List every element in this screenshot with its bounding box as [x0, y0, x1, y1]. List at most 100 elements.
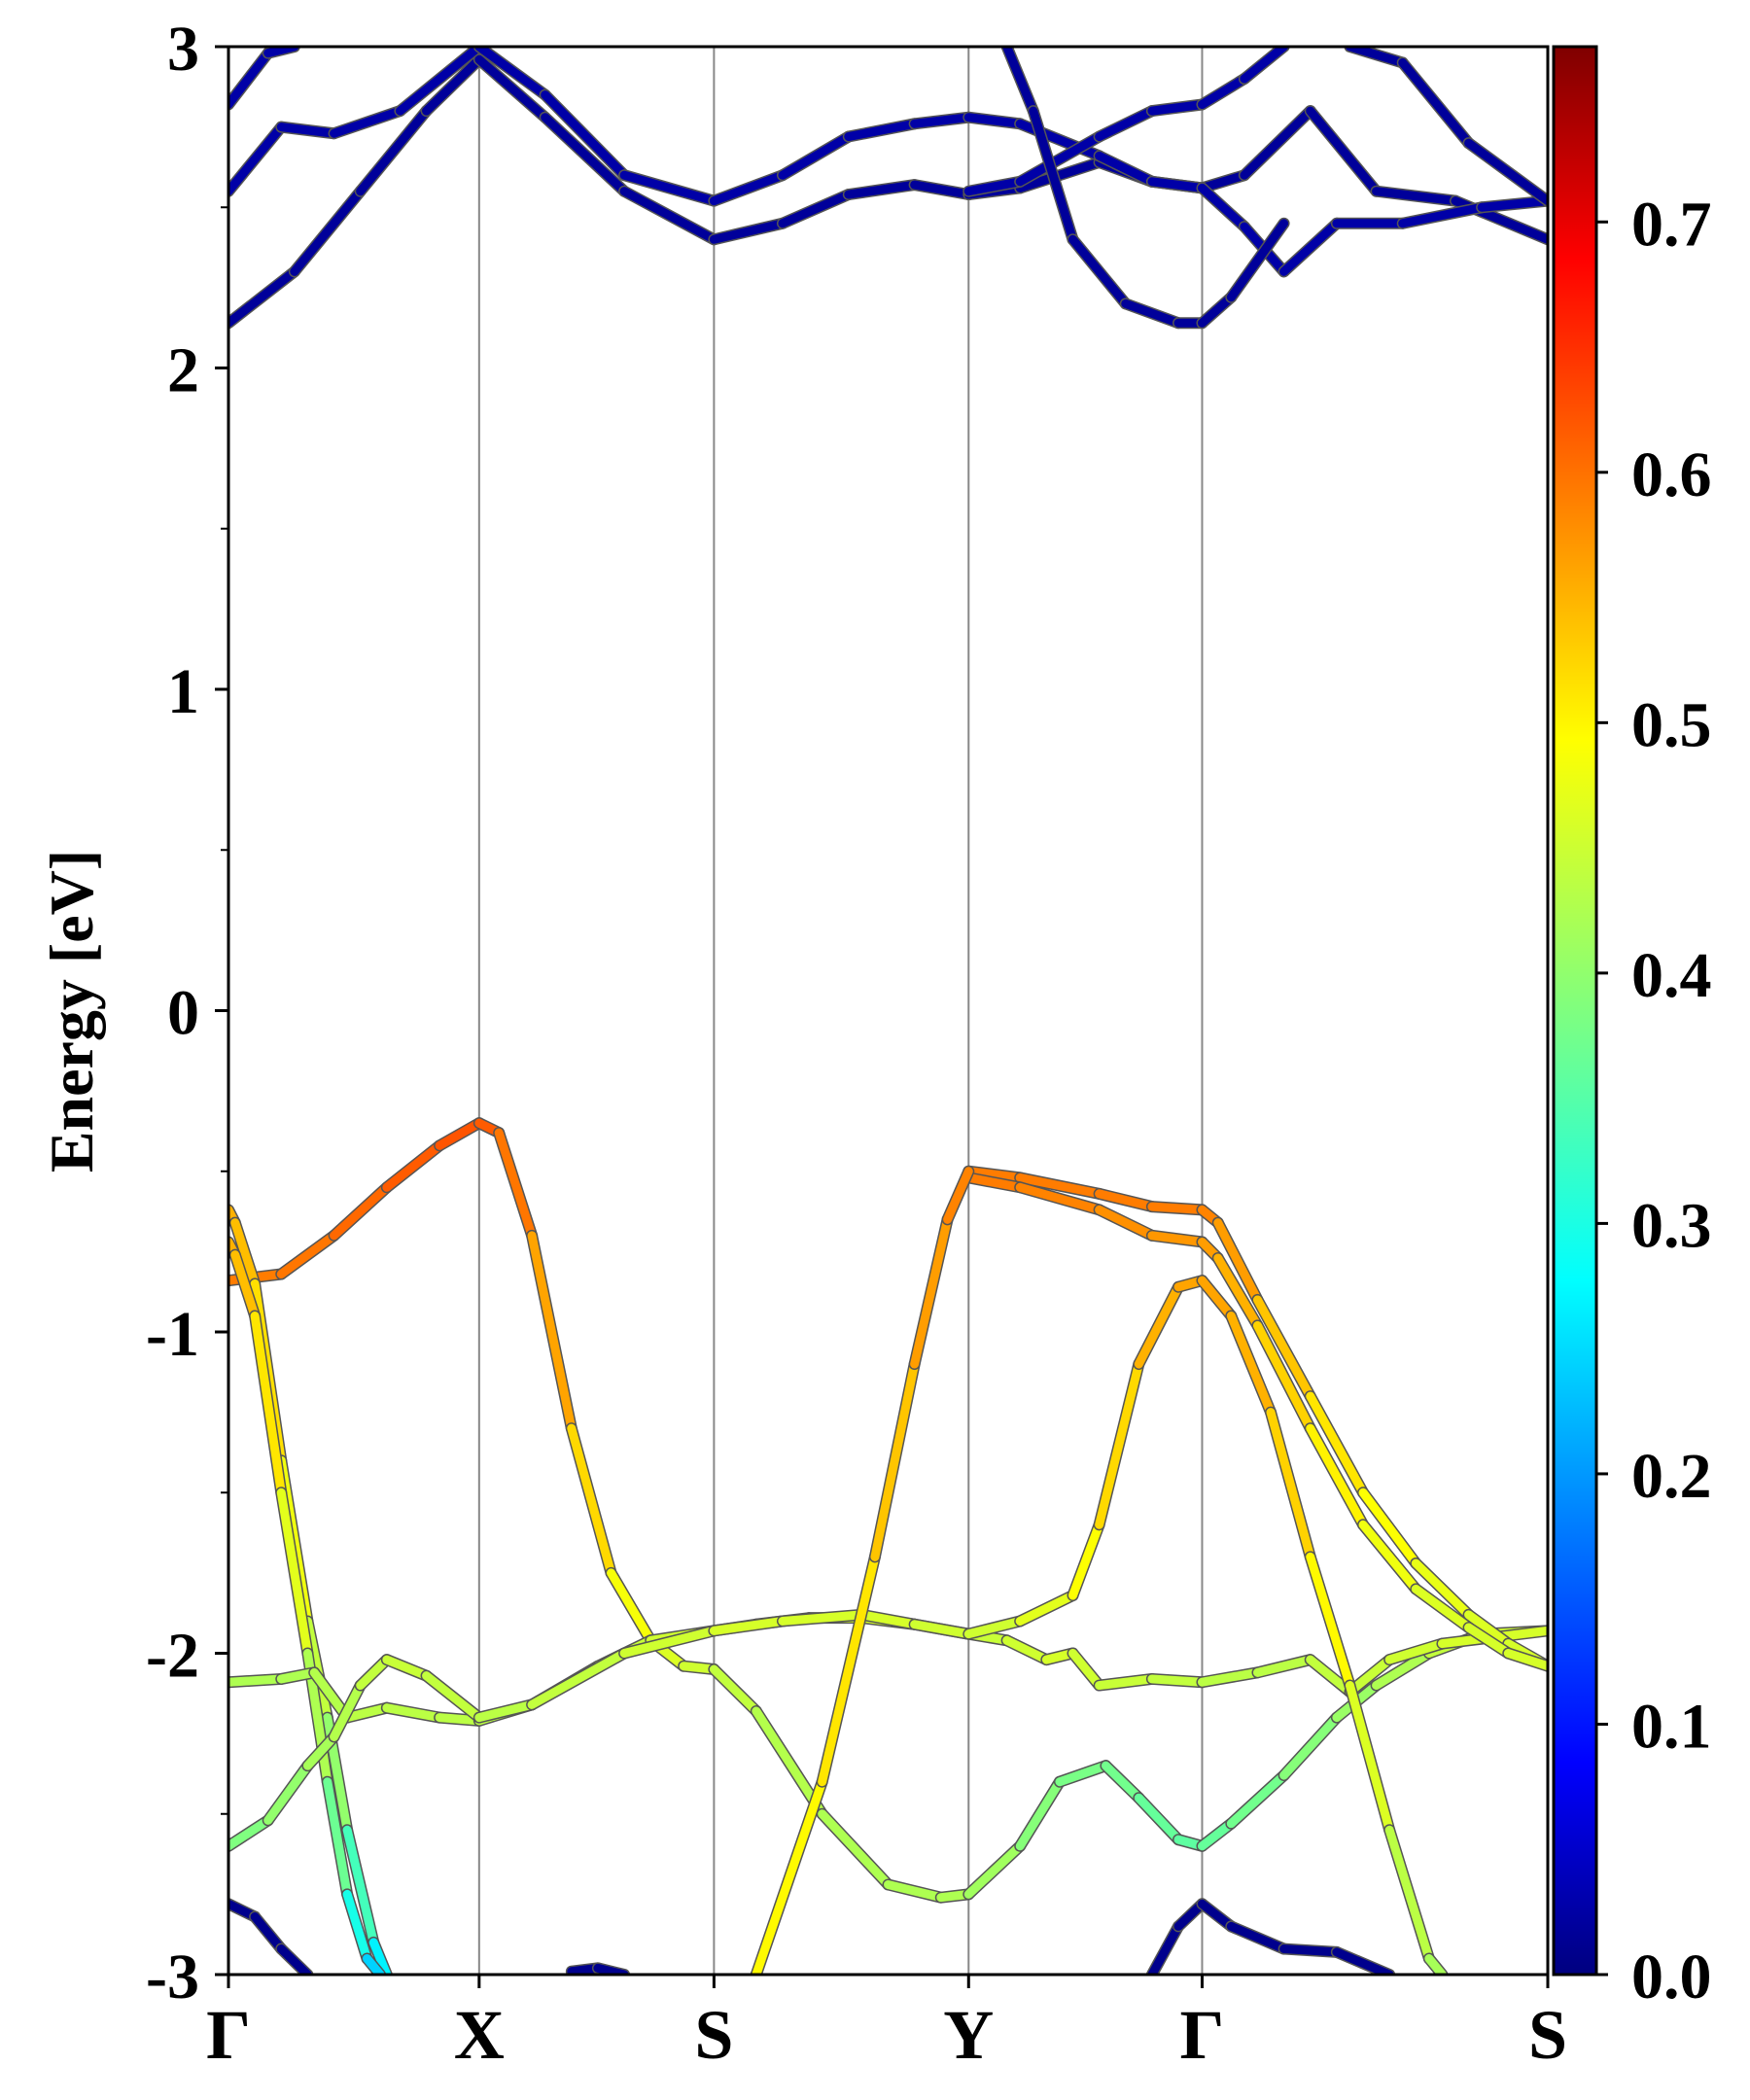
band-segment [382, 1703, 444, 1723]
band-segment [1252, 1295, 1315, 1401]
band-segment [1197, 1819, 1236, 1851]
band-segment [323, 1777, 352, 1899]
band-segment [1345, 1681, 1394, 1835]
band-segment [1503, 1649, 1548, 1671]
band-segment [1147, 177, 1207, 192]
band-segment [870, 1359, 920, 1561]
band-segment [368, 1938, 392, 1975]
y-tick-label: -3 [146, 1942, 199, 2012]
band-segment [619, 170, 718, 206]
colorbar-tick-label: 0.6 [1631, 439, 1712, 510]
band-segment [382, 1655, 432, 1681]
colorbar-tick-label: 0.0 [1631, 1942, 1712, 2012]
band-segment [619, 1626, 718, 1658]
band-segment [1015, 1182, 1104, 1214]
y-tick-label: 1 [167, 656, 199, 727]
band-segment [1477, 196, 1548, 212]
band-segment [1332, 1947, 1394, 1975]
band-segment [302, 1732, 339, 1770]
y-tick-label: -1 [146, 1299, 199, 1370]
band-segment [1464, 1623, 1513, 1658]
band-segment [1197, 170, 1249, 192]
band-segment [1306, 1655, 1354, 1697]
band-segment [474, 1699, 537, 1723]
band-segment [1197, 74, 1249, 109]
band-vb6 [962, 1165, 1548, 1672]
band-segment [1055, 1761, 1110, 1787]
band-vb7 [962, 1172, 1548, 1672]
band-segment [1226, 1770, 1289, 1829]
band-segment [844, 119, 920, 142]
band-segment [910, 113, 973, 128]
band-segment [1147, 1231, 1207, 1246]
band-segment [527, 1649, 629, 1709]
colorbar-tick-label: 0.5 [1631, 689, 1712, 760]
band-segment [1411, 1584, 1474, 1632]
x-tick-label: Γ [1180, 1996, 1225, 2074]
band-segment [778, 132, 854, 180]
y-axis: 3 2 1 0 -1 -2 -3 [146, 14, 228, 2012]
band-segment [228, 1674, 286, 1687]
band-segment [1134, 1793, 1183, 1844]
band-vb5 [228, 1275, 1449, 1975]
band-segment [943, 1167, 973, 1224]
colorbar-tick-label: 0.7 [1631, 189, 1712, 260]
band-segment [963, 1167, 1025, 1182]
band-segment [1240, 47, 1289, 84]
band-segment [1101, 1761, 1143, 1802]
band-segment [709, 219, 788, 244]
band-segment [1197, 1899, 1236, 1931]
band-segment [1002, 47, 1038, 116]
band-segment [1095, 1205, 1157, 1241]
band-segment [709, 1664, 761, 1716]
band-segment [1197, 293, 1236, 328]
band-segment [1095, 1359, 1143, 1529]
band-segment [1306, 106, 1382, 196]
band-segment [963, 113, 1025, 128]
band-segment [752, 1777, 827, 1975]
band-segment [1015, 1172, 1104, 1199]
band-segment [276, 122, 339, 138]
x-tick-label: Γ [206, 1996, 251, 2074]
band-segment [263, 1761, 312, 1825]
band-segment [963, 1841, 1025, 1899]
band-segment [910, 180, 973, 199]
band-segment [1306, 1552, 1354, 1691]
band-segment [230, 1250, 260, 1320]
band-segment [1279, 1713, 1342, 1780]
band-segment [1147, 1202, 1207, 1214]
band-segment [290, 187, 366, 276]
band-vb9 [228, 1898, 314, 1975]
band-segment [395, 47, 484, 116]
band-segment [382, 1140, 444, 1192]
band-segment [356, 1655, 392, 1691]
band-segment [1252, 1320, 1315, 1433]
band-segment [1095, 106, 1157, 142]
band-segment [818, 1809, 892, 1889]
band-segment [1095, 1674, 1157, 1691]
y-axis-label: Energy [eV] [37, 850, 106, 1172]
band-segment [607, 1568, 655, 1645]
band-segment [1015, 1777, 1065, 1851]
band-segment [1213, 1253, 1262, 1330]
band-segment [541, 90, 629, 180]
band-segment [1029, 106, 1077, 244]
band-segment [1306, 1391, 1368, 1497]
band-segment [1226, 1311, 1276, 1418]
band-segment [494, 1128, 537, 1241]
band-segment [1345, 47, 1408, 68]
band-segment [1002, 1635, 1051, 1664]
band-segment [250, 1912, 286, 1954]
band-vb11 [1145, 1898, 1396, 1975]
band-segment [1121, 298, 1183, 328]
band-segment [1279, 1944, 1342, 1957]
band-segment [435, 1713, 484, 1726]
y-tick-label: -2 [146, 1621, 199, 1692]
bands-layer [228, 47, 1548, 1975]
x-tick-label: S [694, 1996, 733, 2074]
band-segment [330, 106, 404, 138]
band-segment [1015, 1591, 1077, 1626]
band-segment [276, 1944, 312, 1975]
band-segment [1095, 151, 1157, 187]
